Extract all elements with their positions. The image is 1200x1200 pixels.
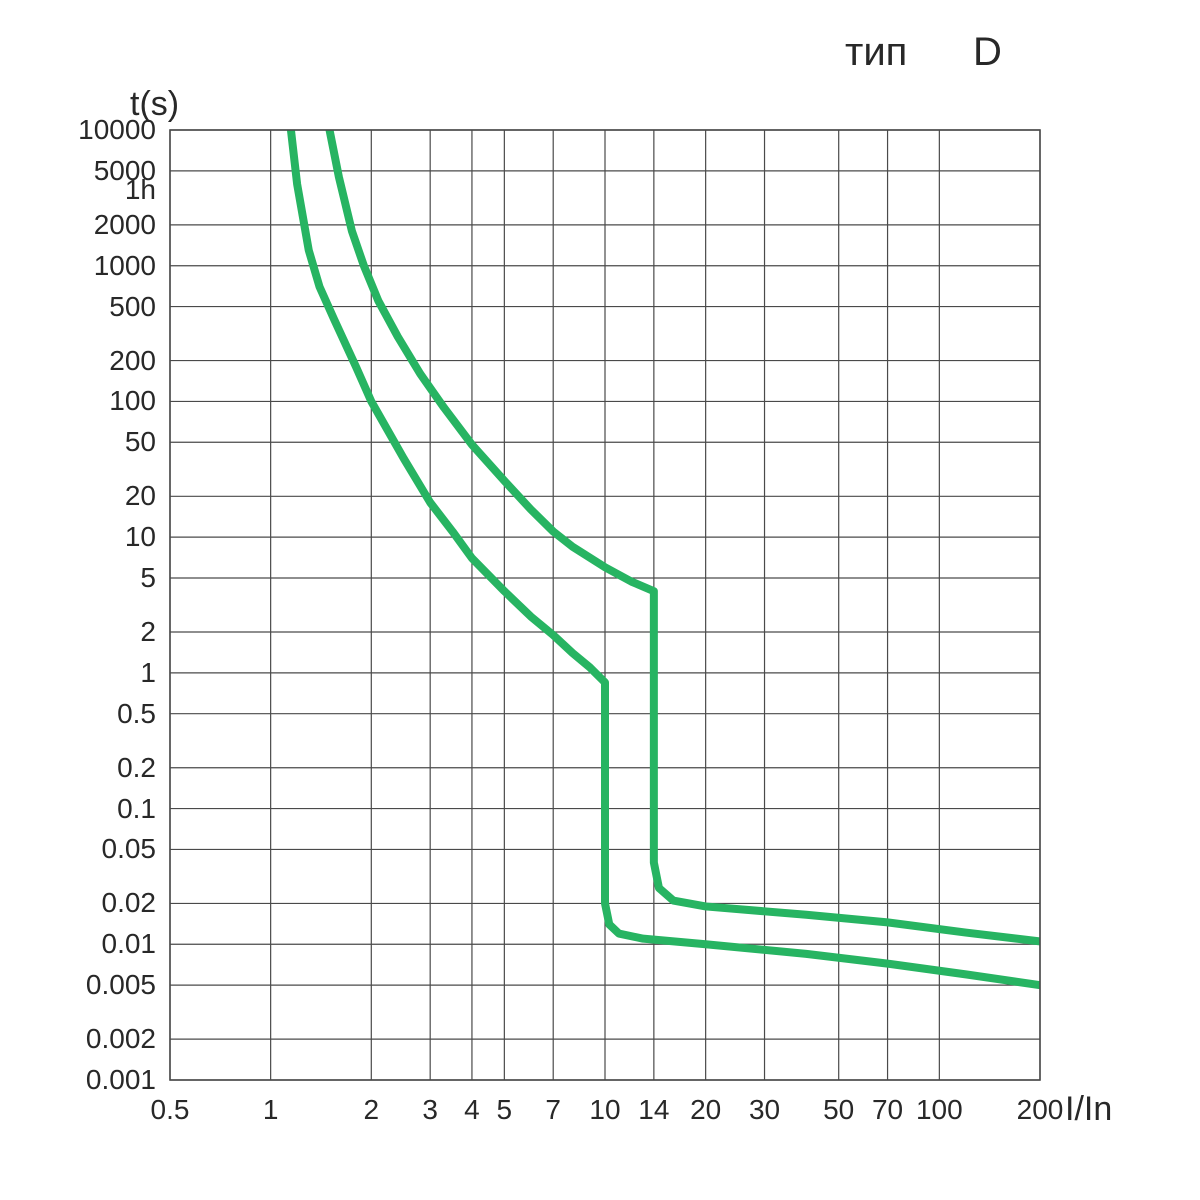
y-tick-label: 10000	[78, 114, 156, 146]
y-tick-label: 0.001	[86, 1064, 156, 1096]
x-tick-label: 14	[638, 1094, 669, 1126]
y-tick-label: 0.1	[117, 793, 156, 825]
y-tick-label: 2	[140, 616, 156, 648]
x-tick-label: 50	[823, 1094, 854, 1126]
y-tick-label: 100	[109, 385, 156, 417]
trip-curve-chart	[0, 0, 1200, 1200]
x-tick-label: 30	[749, 1094, 780, 1126]
y-tick-label: 0.01	[102, 928, 157, 960]
y-tick-label: 5000	[94, 155, 156, 187]
y-tick-label: 0.5	[117, 698, 156, 730]
y-tick-label: 500	[109, 291, 156, 323]
y-tick-label: 0.05	[102, 833, 157, 865]
y-tick-label: 2000	[94, 209, 156, 241]
y-tick-label: 0.002	[86, 1023, 156, 1055]
x-tick-label: 0.5	[151, 1094, 190, 1126]
x-tick-label: 100	[916, 1094, 963, 1126]
x-tick-label: 200	[1017, 1094, 1064, 1126]
y-tick-label: 50	[125, 426, 156, 458]
y-tick-label: 0.02	[102, 887, 157, 919]
y-tick-label: 0.005	[86, 969, 156, 1001]
x-tick-label: 5	[497, 1094, 513, 1126]
y-tick-label: 1000	[94, 250, 156, 282]
x-tick-label: 7	[545, 1094, 561, 1126]
x-tick-label: 1	[263, 1094, 279, 1126]
x-tick-label: 2	[364, 1094, 380, 1126]
x-tick-label: 10	[589, 1094, 620, 1126]
page: тип D t(s) I/In 001.com.ua 0.0010.0020.0…	[0, 0, 1200, 1200]
x-tick-label: 3	[422, 1094, 438, 1126]
y-tick-label: 200	[109, 345, 156, 377]
x-tick-label: 4	[464, 1094, 480, 1126]
y-tick-label: 1	[140, 657, 156, 689]
y-tick-label: 0.2	[117, 752, 156, 784]
x-tick-label: 70	[872, 1094, 903, 1126]
y-tick-label: 10	[125, 521, 156, 553]
y-tick-label: 20	[125, 480, 156, 512]
y-tick-label: 5	[140, 562, 156, 594]
x-tick-label: 20	[690, 1094, 721, 1126]
